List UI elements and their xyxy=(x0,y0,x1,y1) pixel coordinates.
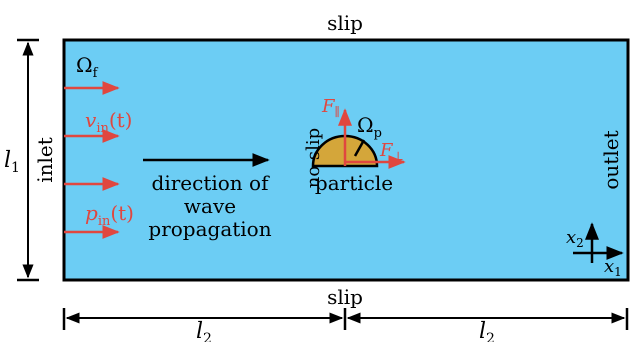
wave-label-line3: propagation xyxy=(148,217,271,241)
height-label: l1 xyxy=(4,148,20,176)
particle-label: particle xyxy=(315,171,393,195)
top-boundary-label: slip xyxy=(327,11,363,35)
outlet-label: outlet xyxy=(599,130,623,189)
inlet-arrows xyxy=(64,81,120,239)
length-left-label: l2 xyxy=(196,319,212,342)
axis-x1-label: x1 xyxy=(604,256,622,279)
force-parallel-label: F∥ xyxy=(321,96,340,119)
height-dimension xyxy=(17,38,39,282)
inlet-pressure-label: pin(t) xyxy=(85,201,134,229)
bottom-boundary-label: slip xyxy=(327,285,363,309)
inlet-velocity-label: vin(t) xyxy=(85,108,133,136)
length-right-label: l2 xyxy=(479,319,495,342)
inlet-label: inlet xyxy=(33,137,57,183)
force-perp-label: F⊥ xyxy=(379,140,404,163)
coordinate-axes xyxy=(573,222,624,263)
fluid-domain-label: Ωf xyxy=(76,53,99,81)
wave-label-line2: wave xyxy=(184,194,236,218)
wave-label-line1: direction of xyxy=(152,171,271,195)
particle-domain-label: Ωp xyxy=(357,113,382,141)
length-dimension xyxy=(62,308,629,330)
no-slip-label: no slip xyxy=(303,128,324,188)
particle-domain-pointer xyxy=(353,139,366,157)
axis-x2-label: x2 xyxy=(566,227,584,250)
